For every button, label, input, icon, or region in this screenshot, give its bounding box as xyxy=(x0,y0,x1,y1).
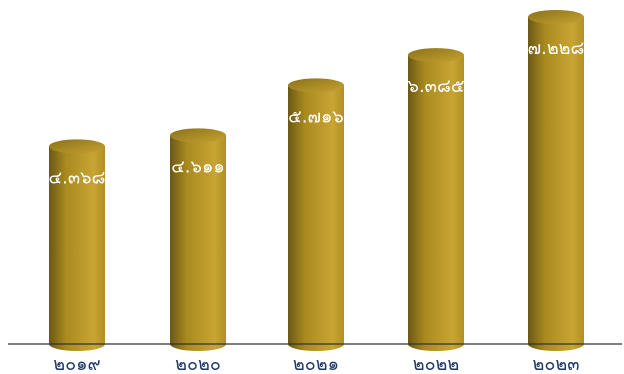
value-label: ๗.๒๒๘ xyxy=(528,38,585,59)
value-label: ๕.๗๑๖ xyxy=(288,106,344,127)
bar-2: ๕.๗๑๖ xyxy=(288,78,344,351)
bar-body xyxy=(170,135,226,351)
bar-1: ๔.๖๑๑ xyxy=(170,128,226,351)
bars-group: ๔.๓๖๘ ๔.๖๑๑ ๕.๗๑๖ ๖.๓๘๕ ๗.๒๒๘ xyxy=(49,10,585,351)
x-tick-label: ๒๐๒๓ xyxy=(532,354,579,374)
value-label: ๖.๓๘๕ xyxy=(408,76,465,97)
bar-body xyxy=(288,85,344,351)
value-label: ๔.๖๑๑ xyxy=(171,156,225,177)
bar-body xyxy=(528,17,584,351)
bar-body xyxy=(49,146,105,351)
bar-top xyxy=(288,78,344,93)
bar-top xyxy=(49,139,105,154)
bar-top xyxy=(170,128,226,143)
bar-3: ๖.๓๘๕ xyxy=(408,48,465,351)
bar-top xyxy=(528,10,584,24)
bar-body xyxy=(408,55,464,351)
x-tick-label: ๒๐๑๙ xyxy=(53,354,100,374)
bar-4: ๗.๒๒๘ xyxy=(528,10,585,351)
x-tick-label: ๒๐๒๑ xyxy=(293,354,339,374)
bar-top xyxy=(408,48,464,63)
x-tick-label: ๒๐๒๐ xyxy=(175,354,221,374)
bar-0: ๔.๓๖๘ xyxy=(49,139,106,351)
x-tick-labels: ๒๐๑๙ ๒๐๒๐ ๒๐๒๑ ๒๐๒๒ ๒๐๒๓ xyxy=(53,354,579,374)
value-label: ๔.๓๖๘ xyxy=(49,167,106,188)
x-tick-label: ๒๐๒๒ xyxy=(413,354,460,374)
